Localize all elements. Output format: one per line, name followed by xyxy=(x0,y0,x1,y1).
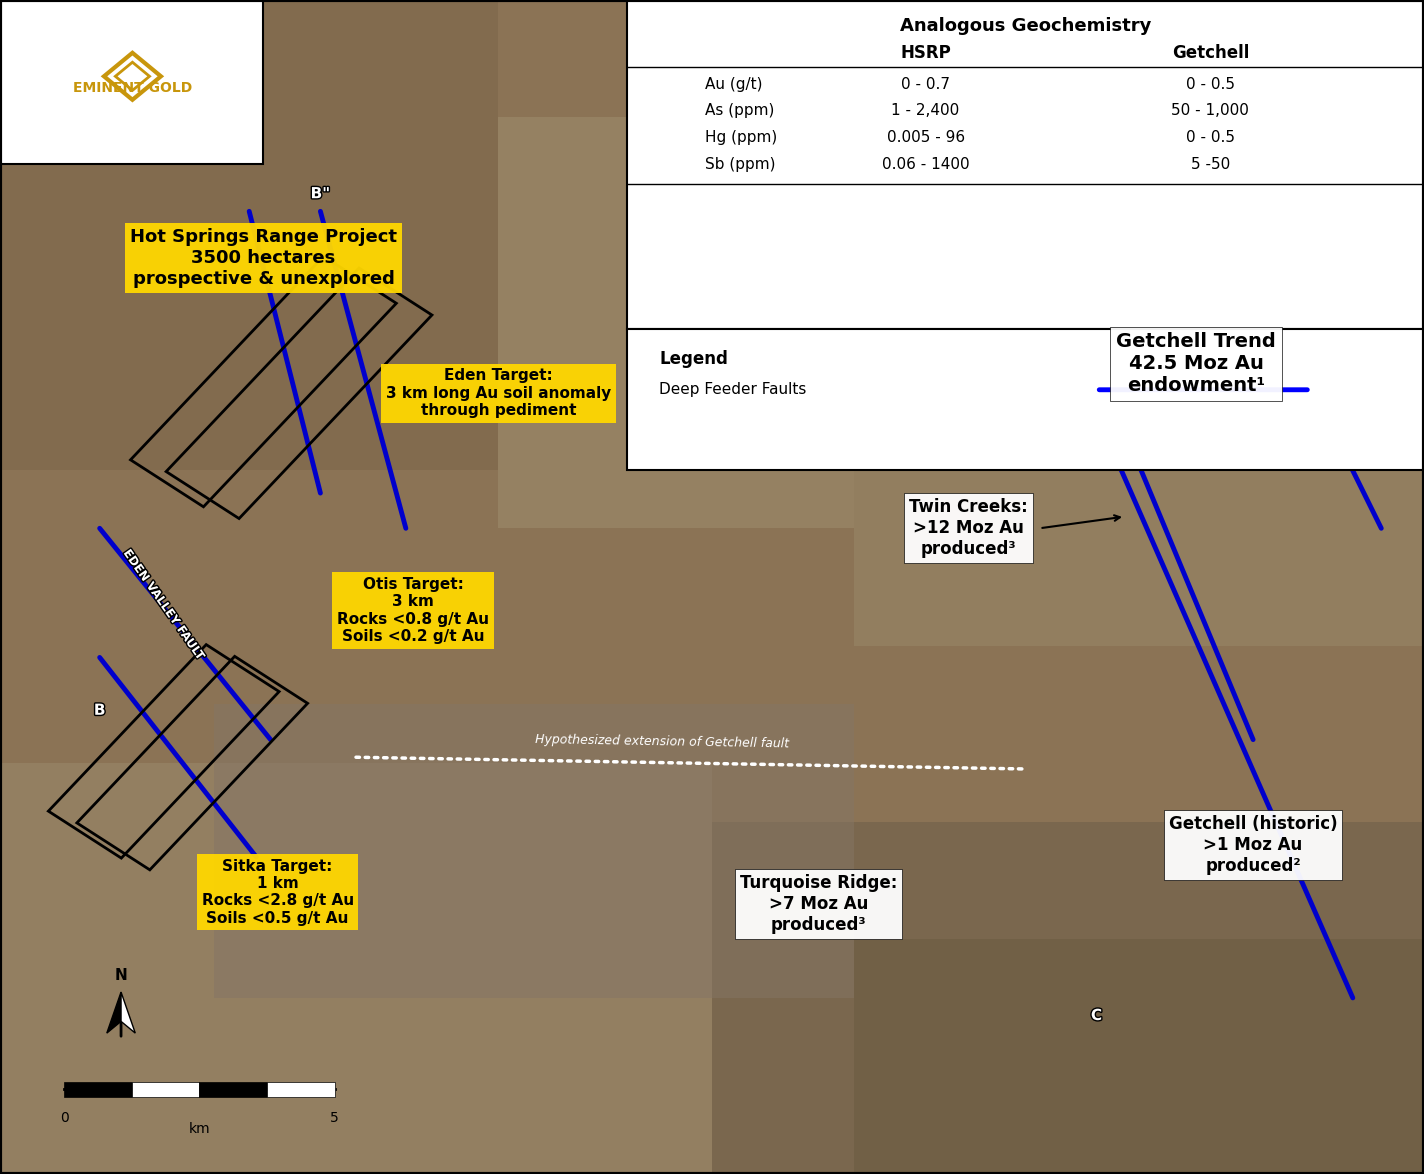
Text: B: B xyxy=(94,703,105,717)
Text: 5: 5 xyxy=(330,1111,339,1125)
Text: km: km xyxy=(188,1122,211,1136)
Text: Hypothesized extension of Getchell fault: Hypothesized extension of Getchell fault xyxy=(535,734,789,750)
Bar xyxy=(0,0,498,470)
Bar xyxy=(64,1082,131,1097)
Bar xyxy=(131,1082,199,1097)
Text: EMINENT GOLD: EMINENT GOLD xyxy=(73,81,192,95)
Bar xyxy=(214,704,854,998)
Text: 50 - 1,000: 50 - 1,000 xyxy=(1172,103,1249,117)
Text: EDEN VALLEY FAULT: EDEN VALLEY FAULT xyxy=(121,547,206,662)
Polygon shape xyxy=(107,992,121,1033)
Text: Getchell: Getchell xyxy=(1172,43,1249,62)
Text: 0.06 - 1400: 0.06 - 1400 xyxy=(881,157,970,171)
Bar xyxy=(712,822,1424,1174)
Text: B": B" xyxy=(310,187,330,201)
Bar xyxy=(0,0,263,164)
Text: 0 - 0.5: 0 - 0.5 xyxy=(1186,130,1235,144)
Text: 5 -50: 5 -50 xyxy=(1190,157,1230,171)
Bar xyxy=(199,1082,268,1097)
Text: Sitka Target:
1 km
Rocks <2.8 g/t Au
Soils <0.5 g/t Au: Sitka Target: 1 km Rocks <2.8 g/t Au Soi… xyxy=(202,858,353,926)
Text: Eden Target:
3 km long Au soil anomaly
through pediment: Eden Target: 3 km long Au soil anomaly t… xyxy=(386,369,611,418)
Bar xyxy=(0,763,712,1174)
Text: Au (g/t): Au (g/t) xyxy=(705,77,762,92)
Text: Deep Feeder Faults: Deep Feeder Faults xyxy=(659,383,806,397)
Text: 0.005 - 96: 0.005 - 96 xyxy=(887,130,964,144)
Text: As (ppm): As (ppm) xyxy=(705,103,775,117)
Text: 0 - 0.7: 0 - 0.7 xyxy=(901,77,950,92)
Text: Analogous Geochemistry: Analogous Geochemistry xyxy=(900,16,1151,35)
Text: Getchell (historic)
>1 Moz Au
produced²: Getchell (historic) >1 Moz Au produced² xyxy=(1169,816,1337,875)
Text: Otis Target:
3 km
Rocks <0.8 g/t Au
Soils <0.2 g/t Au: Otis Target: 3 km Rocks <0.8 g/t Au Soil… xyxy=(337,576,488,645)
Bar xyxy=(498,117,854,528)
Text: Sb (ppm): Sb (ppm) xyxy=(705,157,776,171)
Text: C: C xyxy=(1091,1008,1102,1023)
Bar xyxy=(627,0,1424,329)
Bar xyxy=(627,329,1424,470)
Text: 0 - 0.5: 0 - 0.5 xyxy=(1186,77,1235,92)
Bar xyxy=(854,939,1424,1174)
Text: Getchell Trend
42.5 Moz Au
endowment¹: Getchell Trend 42.5 Moz Au endowment¹ xyxy=(1116,332,1276,396)
Text: Turquoise Ridge:
>7 Moz Au
produced³: Turquoise Ridge: >7 Moz Au produced³ xyxy=(740,875,897,933)
Text: N: N xyxy=(115,967,127,983)
Text: Hg (ppm): Hg (ppm) xyxy=(705,130,778,144)
Bar xyxy=(854,117,1424,646)
Text: Hot Springs Range Project
3500 hectares
prospective & unexplored: Hot Springs Range Project 3500 hectares … xyxy=(130,229,397,288)
Text: 0: 0 xyxy=(60,1111,68,1125)
Polygon shape xyxy=(121,992,135,1033)
Text: Legend: Legend xyxy=(659,350,728,369)
Text: 1 - 2,400: 1 - 2,400 xyxy=(891,103,960,117)
Text: HSRP: HSRP xyxy=(900,43,951,62)
Text: C": C" xyxy=(1236,239,1256,254)
Text: Twin Creeks:
>12 Moz Au
produced³: Twin Creeks: >12 Moz Au produced³ xyxy=(909,499,1028,558)
Bar xyxy=(268,1082,335,1097)
